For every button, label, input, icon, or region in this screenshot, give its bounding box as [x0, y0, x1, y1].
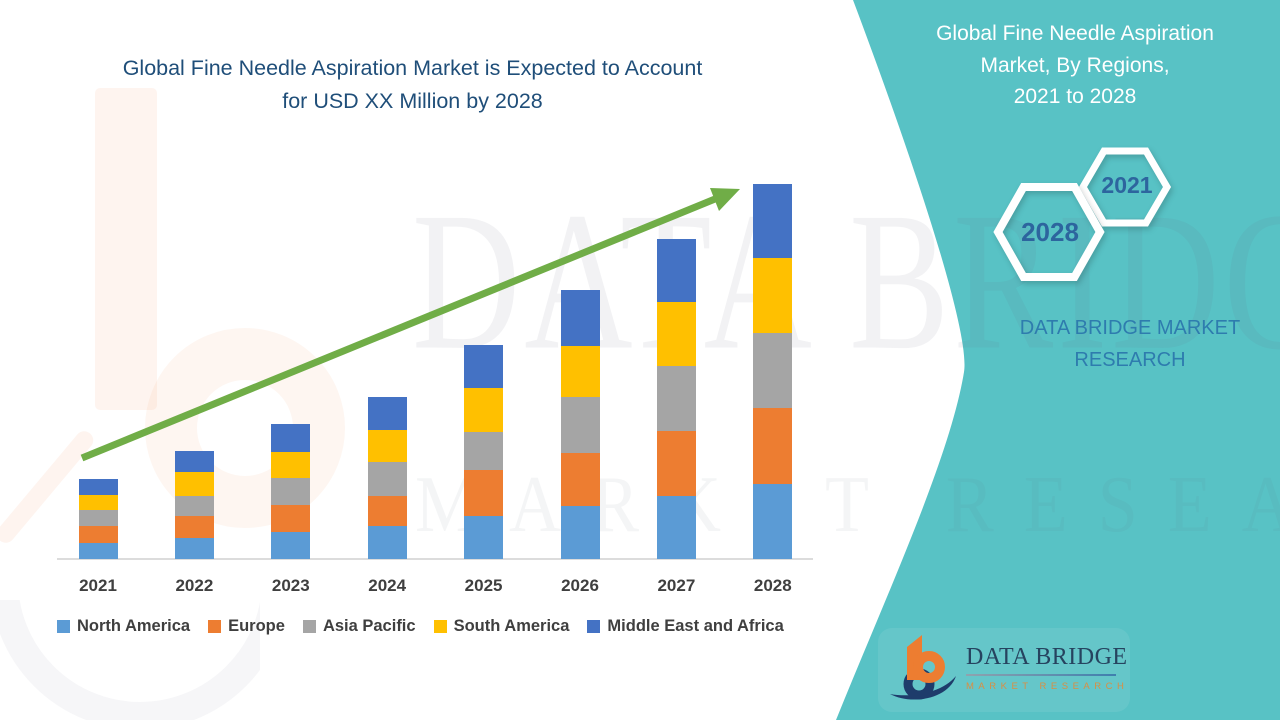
footer-logo-card: DATA BRIDGE MARKET RESEARCH: [878, 628, 1130, 712]
page-title-line2: for USD XX Million by 2028: [282, 89, 543, 114]
legend-swatch-south-america: [433, 620, 447, 633]
side-panel-title-line2: Market, By Regions,: [980, 53, 1170, 77]
footer-logo-text: DATA BRIDGE MARKET RESEARCH: [966, 644, 1129, 692]
legend-swatch-north-america: [57, 620, 70, 633]
legend-item-asia-pacific: Asia Pacific: [302, 617, 416, 636]
legend-swatch-europe: [208, 620, 222, 633]
brand-text: DATA BRIDGE MARKET RESEARCH: [990, 312, 1270, 376]
side-panel-title-line3: 2021 to 2028: [1013, 85, 1137, 108]
x-axis-line: [57, 558, 813, 560]
logo-swoosh: [890, 676, 956, 700]
brand-text-line2: RESEARCH: [1074, 349, 1186, 371]
legend-item-middle-east-and-africa: Middle East and Africa: [587, 617, 784, 636]
legend-item-north-america: North America: [57, 617, 190, 636]
legend-item-south-america: South America: [433, 617, 570, 636]
footer-logo-divider: [966, 674, 1116, 676]
legend-swatch-asia-pacific: [302, 620, 316, 633]
legend-item-europe: Europe: [208, 617, 285, 636]
logo-b-bowl: [913, 651, 945, 683]
legend-label-asia-pacific: Asia Pacific: [322, 617, 416, 635]
databridge-logo-icon: [890, 635, 956, 700]
side-panel-title-line1: Global Fine Needle Aspiration: [936, 22, 1214, 45]
legend-swatch-middle-east-and-africa: [587, 620, 601, 633]
footer-logo-subtitle: MARKET RESEARCH: [966, 681, 1129, 692]
chart-legend: North America Europe Asia Pacific South Ame…: [57, 617, 784, 636]
page-title: Global Fine Needle Aspiration Market is …: [55, 52, 770, 119]
legend-label-middle-east-and-africa: Middle East and Africa: [607, 617, 784, 635]
legend-label-north-america: North America: [77, 617, 191, 635]
brand-text-line1: DATA BRIDGE MARKET: [1019, 317, 1241, 339]
footer-logo-name: DATA BRIDGE: [966, 644, 1128, 670]
legend-label-south-america: South America: [453, 617, 570, 635]
legend-label-europe: Europe: [228, 617, 285, 635]
side-panel-title: Global Fine Needle Aspiration Market, By…: [900, 18, 1250, 113]
page-title-line1: Global Fine Needle Aspiration Market is …: [122, 56, 703, 80]
